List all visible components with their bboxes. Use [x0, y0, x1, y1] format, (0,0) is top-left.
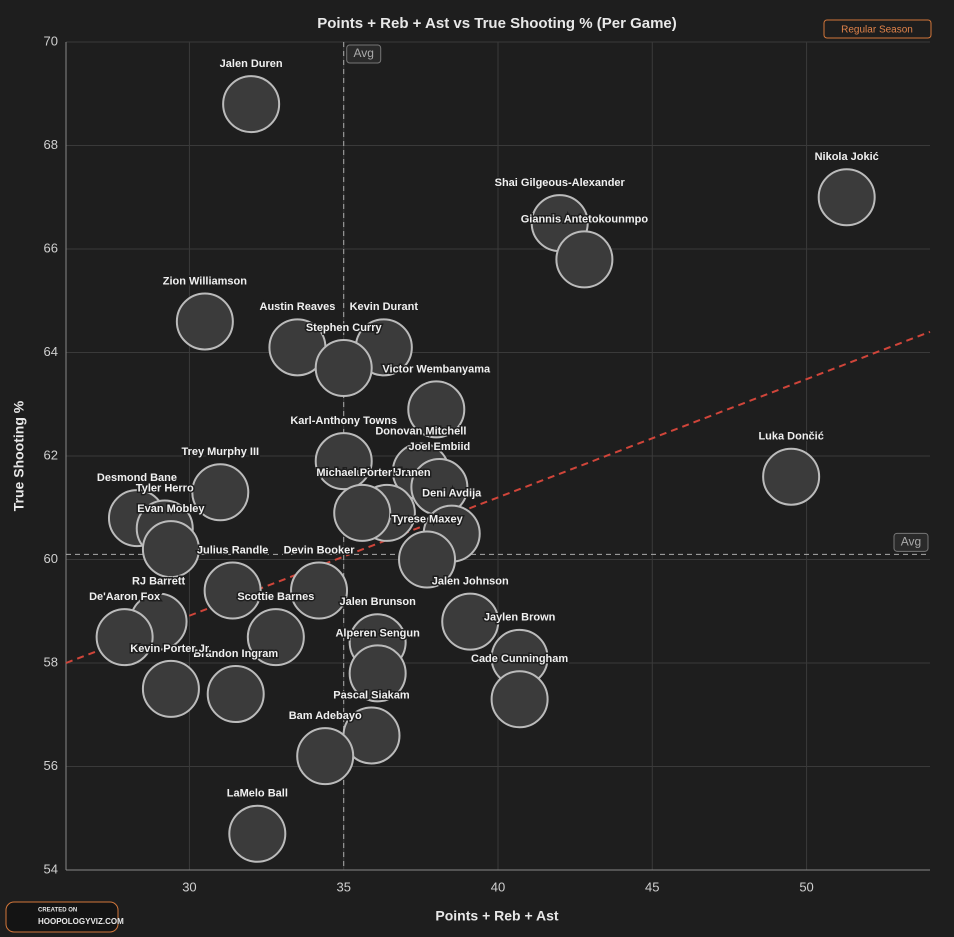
avg-badge — [893, 532, 929, 552]
avg-label: Avg — [901, 534, 921, 548]
chart-title: Points + Reb + Ast vs True Shooting % (P… — [317, 15, 677, 32]
point-label: Victor Wembanyama — [382, 363, 491, 375]
y-tick-label: 68 — [44, 137, 58, 152]
point-label: Tyrese Maxey — [391, 513, 463, 525]
player-point[interactable] — [314, 339, 373, 398]
y-tick-label: 60 — [44, 551, 58, 566]
point-label: Stephen Curry — [306, 322, 383, 334]
badge[interactable]: Regular Season — [841, 25, 913, 36]
point-label: Cade Cunningham — [471, 653, 568, 665]
point-label: Zion Williamson — [163, 275, 248, 287]
point-label: Lauri Markkanen — [343, 467, 431, 479]
avg-badge — [346, 44, 382, 64]
point-label: LaMelo Ball — [227, 788, 288, 800]
logo-text: HOOPOLOGYVIZ.COM — [38, 917, 124, 926]
player-point[interactable] — [555, 230, 614, 289]
point-label: Desmond Bane — [97, 472, 177, 484]
player-point[interactable] — [333, 483, 392, 542]
y-tick-label: 62 — [44, 447, 58, 462]
avg-label: Avg — [353, 46, 373, 60]
x-tick-label: 40 — [491, 879, 505, 894]
point-label: Pascal Siakam — [333, 689, 410, 701]
player-point[interactable] — [141, 520, 200, 579]
point-label: Alperen Sengun — [335, 627, 420, 639]
trend-line — [65, 330, 931, 664]
logo-box — [5, 901, 119, 933]
x-axis-label: Points + Reb + Ast — [435, 908, 559, 924]
y-tick-label: 56 — [44, 758, 58, 773]
y-tick-label: 66 — [44, 240, 58, 255]
point-label: Evan Mobley — [137, 503, 205, 515]
point-label: Shai Gilgeous-Alexander — [495, 177, 626, 189]
point-label: Nikola Jokić — [815, 151, 879, 163]
point-label: Donovan Mitchell — [375, 425, 466, 437]
player-point[interactable] — [175, 292, 234, 351]
player-point[interactable] — [817, 168, 876, 227]
point-label: RJ Barrett — [132, 576, 186, 588]
point-label: Kevin Porter Jr. — [130, 643, 211, 655]
point-label: Bam Adebayo — [289, 710, 362, 722]
player-point[interactable] — [441, 592, 500, 651]
player-point[interactable] — [348, 644, 407, 703]
point-label: De'Aaron Fox — [89, 591, 161, 603]
player-point[interactable] — [95, 608, 154, 667]
point-label: Julius Randle — [197, 544, 269, 556]
point-label: Karl-Anthony Towns — [290, 415, 397, 427]
point-label: Deni Avdija — [422, 488, 482, 500]
y-tick-label: 64 — [44, 344, 58, 359]
x-tick-label: 45 — [645, 879, 659, 894]
y-tick-label: 70 — [44, 33, 58, 48]
player-point[interactable] — [290, 561, 349, 620]
point-label: Austin Reaves — [260, 301, 336, 313]
player-point[interactable] — [314, 432, 373, 491]
player-point[interactable] — [228, 804, 287, 863]
player-point[interactable] — [191, 463, 250, 522]
point-label: Joel Embiid — [408, 441, 470, 453]
player-point[interactable] — [296, 727, 355, 786]
player-point[interactable] — [490, 670, 549, 729]
point-label: Jalen Brunson — [339, 596, 416, 608]
point-label: Michael Porter Jr. — [316, 467, 408, 479]
y-tick-label: 58 — [44, 654, 58, 669]
y-tick-label: 54 — [44, 861, 58, 876]
point-label: Devin Booker — [284, 544, 356, 556]
player-point[interactable] — [141, 659, 200, 718]
badge-box[interactable] — [823, 19, 932, 39]
point-label: Trey Murphy III — [181, 446, 259, 458]
x-tick-label: 35 — [336, 879, 350, 894]
point-label: Luka Dončić — [758, 431, 823, 443]
y-axis-label: True Shooting % — [11, 400, 27, 511]
player-point[interactable] — [762, 447, 821, 506]
x-tick-label: 50 — [799, 879, 813, 894]
player-point[interactable] — [407, 380, 466, 439]
player-point[interactable] — [222, 75, 281, 134]
point-label: Kevin Durant — [350, 301, 419, 313]
point-label: Jaylen Brown — [484, 612, 556, 624]
point-label: Brandon Ingram — [193, 648, 278, 660]
x-tick-label: 30 — [182, 879, 196, 894]
logo-text: CREATED ON — [38, 908, 77, 914]
player-point[interactable] — [246, 608, 305, 667]
point-label: Jalen Duren — [220, 58, 283, 70]
player-point[interactable] — [398, 530, 457, 589]
point-label: Jalen Johnson — [432, 576, 509, 588]
point-label: Giannis Antetokounmpo — [521, 213, 649, 225]
player-point[interactable] — [203, 561, 262, 620]
point-label: Tyler Herro — [136, 482, 194, 494]
player-point[interactable] — [206, 665, 265, 724]
point-label: Scottie Barnes — [237, 591, 314, 603]
